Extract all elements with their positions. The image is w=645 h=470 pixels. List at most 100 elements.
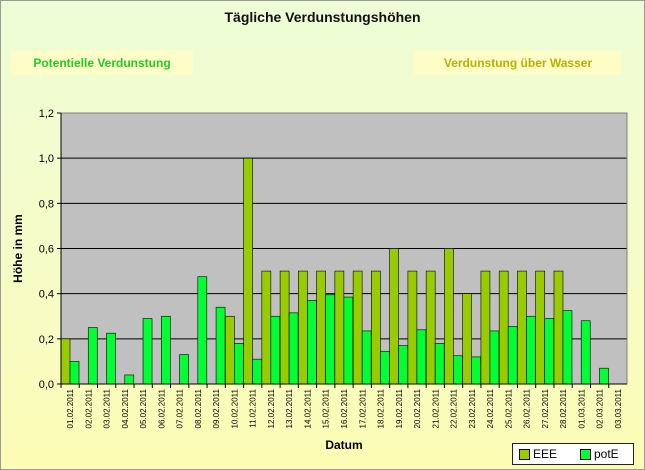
bar-eee (389, 248, 399, 385)
x-tick-label: 05.02.2011 (139, 388, 148, 428)
x-tick-label: 06.02.2011 (157, 388, 166, 428)
bar-pote (69, 361, 80, 385)
bar-eee (60, 338, 71, 385)
legend-item-eee: EEE (519, 447, 558, 461)
chart-title: Tägliche Verdunstungshöhen (224, 9, 421, 25)
bar-eee (316, 270, 326, 385)
x-tick-label: 17.02.2011 (358, 388, 367, 428)
x-tick-label: 11.02.2011 (249, 388, 258, 427)
legend: EEE potE (512, 443, 634, 465)
y-tick-label: 0,6 (39, 244, 54, 256)
bar-eee (498, 270, 509, 385)
bar-pote (526, 315, 536, 385)
bar-pote (288, 312, 299, 385)
bar-eee (225, 315, 235, 385)
bar-eee (352, 270, 363, 385)
x-tick-label: 13.02.2011 (285, 388, 294, 428)
bar-pote (160, 315, 171, 385)
x-tick-label: 14.02.2011 (303, 388, 312, 428)
bar-pote (562, 310, 573, 385)
x-axis-label: Datum (325, 438, 362, 452)
x-tick-label: 09.02.2011 (212, 388, 221, 428)
label-water-evaporation: Verdunstung über Wasser (414, 51, 622, 75)
bar-eee (407, 270, 418, 385)
bar-eee (444, 248, 454, 385)
bar-eee (243, 157, 253, 385)
bar-eee (298, 270, 308, 385)
bar-pote (215, 306, 226, 385)
x-tick-label: 22.02.2011 (450, 388, 459, 428)
bar-pote (453, 355, 463, 385)
bar-pote (380, 350, 390, 385)
x-tick-label: 04.02.2011 (121, 388, 130, 428)
bar-pote (179, 354, 189, 385)
bar-pote (307, 300, 317, 385)
x-tick-label: 27.02.2011 (541, 388, 550, 428)
legend-item-pote: potE (580, 447, 619, 461)
x-tick-label: 15.02.2011 (322, 388, 331, 428)
bar-pote (544, 318, 555, 385)
y-tick-label: 1,0 (39, 153, 54, 165)
x-tick-label: 03.03.2011 (614, 388, 623, 428)
bar-pote (507, 326, 518, 385)
bar-pote (87, 327, 98, 385)
bar-pote (270, 315, 281, 385)
bar-pote (361, 330, 372, 385)
x-tick-label: 08.02.2011 (194, 388, 203, 428)
x-tick-label: 20.02.2011 (413, 388, 422, 428)
y-tick-label: 0,0 (39, 379, 54, 391)
x-tick-label: 19.02.2011 (395, 388, 404, 428)
bar-eee (425, 270, 436, 385)
x-tick-label: 03.02.2011 (103, 388, 112, 428)
bar-eee (261, 270, 272, 385)
x-tick-label: 16.02.2011 (340, 388, 349, 428)
x-tick-label: 10.02.2011 (230, 388, 239, 428)
legend-label-eee: EEE (533, 447, 558, 461)
bar-pote (434, 343, 445, 385)
x-tick-label: 28.02.2011 (559, 388, 568, 428)
legend-label-pote: potE (594, 447, 619, 461)
legend-swatch-pote (580, 449, 591, 461)
bar-pote (325, 294, 335, 385)
bar-pote (343, 296, 354, 385)
bar-eee (553, 270, 564, 385)
bar-pote (489, 330, 500, 385)
x-tick-label: 25.02.2011 (504, 388, 513, 428)
bar-pote (416, 329, 427, 385)
bar-eee (371, 270, 381, 385)
bar-pote (124, 374, 135, 385)
bar-eee (334, 270, 345, 385)
bar-pote (398, 345, 408, 385)
x-tick-label: 02.03.2011 (596, 388, 605, 428)
bar-pote (106, 332, 116, 385)
x-tick-label: 02.02.2011 (84, 388, 93, 428)
bar-eee (462, 293, 472, 385)
y-tick-label: 0,8 (39, 198, 54, 210)
x-tick-label: 24.02.2011 (486, 388, 495, 428)
bar-pote (580, 320, 591, 385)
label-potential-evaporation: Potentielle Verdunstung (11, 51, 193, 75)
x-tick-label: 23.02.2011 (468, 388, 477, 428)
bar-pote (252, 358, 262, 385)
bar-eee (279, 270, 290, 385)
y-axis-label: Höhe in mm (11, 214, 25, 283)
legend-swatch-eee (519, 449, 530, 461)
x-tick-label: 07.02.2011 (176, 388, 185, 428)
y-tick-label: 0,4 (39, 289, 54, 301)
bar-pote (599, 367, 609, 385)
bar-pote (234, 343, 244, 385)
bar-pote (471, 356, 481, 385)
bar-eee (480, 270, 491, 385)
bar-pote (197, 276, 208, 385)
y-tick-label: 1,2 (39, 108, 54, 120)
bar-eee (517, 270, 527, 385)
x-tick-label: 21.02.2011 (431, 388, 440, 428)
x-tick-label: 26.02.2011 (523, 388, 532, 428)
x-tick-label: 01.03.2011 (577, 388, 586, 428)
x-tick-label: 12.02.2011 (267, 388, 276, 428)
bar-eee (535, 270, 546, 385)
y-tick-label: 0,2 (39, 334, 54, 346)
x-tick-label: 18.02.2011 (377, 388, 386, 428)
bar-pote (142, 318, 153, 385)
